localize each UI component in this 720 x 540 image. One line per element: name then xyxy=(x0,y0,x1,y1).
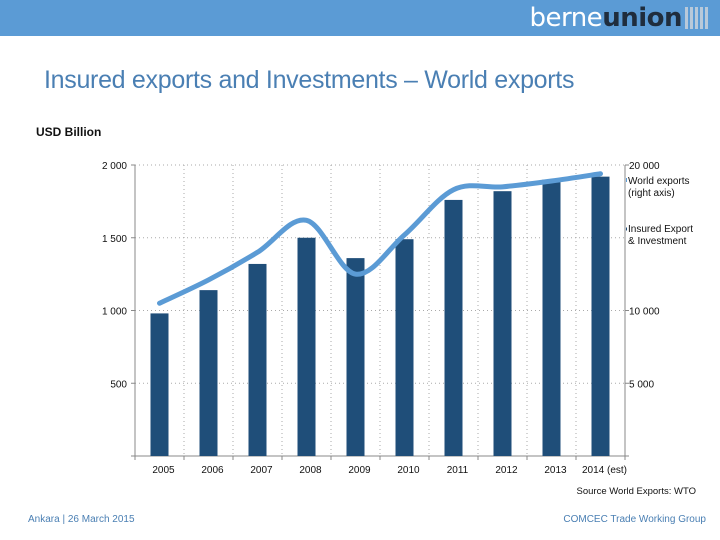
unit-label: USD Billion xyxy=(36,125,102,139)
legend-insured-export: Insured Export & Investment xyxy=(628,224,693,247)
x-tick-label: 2008 xyxy=(299,465,322,476)
y-tick-label-right: 20 000 xyxy=(629,161,660,172)
y-tick-label-left: 1 500 xyxy=(102,234,127,245)
bar-2008 xyxy=(297,237,316,456)
y-tick-label-left: 500 xyxy=(110,379,127,390)
x-tick-label: 2012 xyxy=(495,465,518,476)
y-tick-label-right: 10 000 xyxy=(629,307,660,318)
x-tick-label: 2013 xyxy=(544,465,567,476)
bar-2009 xyxy=(346,258,365,456)
berneunion-logo: berneunion xyxy=(529,2,708,34)
bar-2013 xyxy=(542,179,561,457)
y-tick-label-left: 2 000 xyxy=(102,161,127,172)
bar-series xyxy=(150,176,610,457)
x-tick-label: 2011 xyxy=(447,465,469,476)
logo-text-union: union xyxy=(602,3,682,33)
x-tick-label: 2010 xyxy=(397,465,420,476)
bar-2006 xyxy=(199,290,218,456)
logo-text-berne: berne xyxy=(529,3,603,33)
y-tick-label-left: 1 000 xyxy=(102,307,127,318)
logo-bars-icon xyxy=(685,7,708,29)
source-note: Source World Exports: WTO xyxy=(576,486,697,497)
legend: World exports (right axis) Insured Export &… xyxy=(626,176,693,247)
bar-2011 xyxy=(444,199,463,457)
top-banner xyxy=(0,0,720,36)
line-series xyxy=(157,171,603,306)
bar-2014 xyxy=(591,176,610,456)
x-tick-label: 2006 xyxy=(201,465,224,476)
legend-world-exports: World exports (right axis) xyxy=(628,176,690,199)
footer-group: COMCEC Trade Working Group xyxy=(563,514,706,525)
slide-title: Insured exports and Investments – World … xyxy=(44,66,575,94)
tick-labels: 500 1 000 1 500 2 000 5 000 10 000 20 000 2005 2… xyxy=(102,161,660,476)
x-tick-label: 2009 xyxy=(348,465,371,476)
bar-2012 xyxy=(493,191,512,456)
x-tick-label: 2014 (est) xyxy=(582,465,627,476)
bar-2007 xyxy=(248,263,267,456)
bar-2010 xyxy=(395,239,414,456)
footer-date: Ankara | 26 March 2015 xyxy=(28,514,135,525)
y-tick-label-right: 5 000 xyxy=(629,379,654,390)
x-tick-label: 2007 xyxy=(250,465,273,476)
bar-2005 xyxy=(150,313,169,456)
x-tick-label: 2005 xyxy=(152,465,175,476)
world-exports-line xyxy=(157,171,603,306)
